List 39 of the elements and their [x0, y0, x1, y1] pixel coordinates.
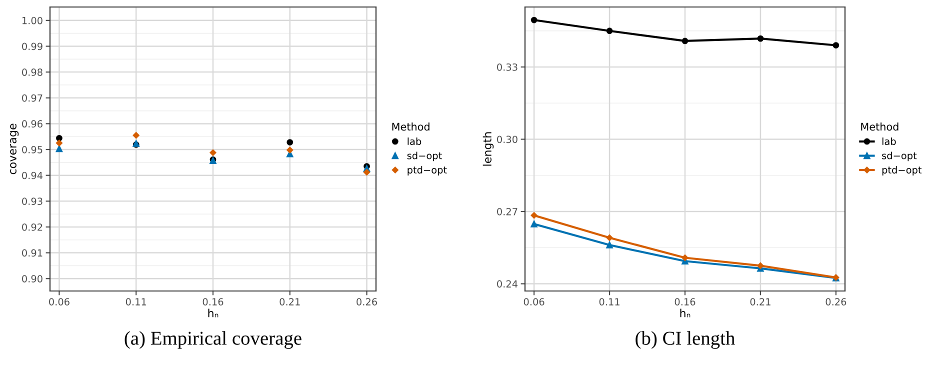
y-tick-label: 0.90: [22, 275, 42, 282]
y-tick-label: 0.95: [22, 146, 42, 154]
text: (b) CI length: [636, 331, 735, 349]
legend-label: lab: [408, 137, 422, 146]
y-tick-label: 0.91: [22, 249, 42, 257]
y-tick-label: 0.92: [22, 223, 42, 231]
x-axis-title: hₙ: [208, 308, 218, 318]
y-axis-title: length: [482, 132, 494, 166]
x-tick-label: 0.21: [280, 298, 300, 306]
legend-label: lab: [882, 137, 896, 146]
y-tick-label: 0.27: [497, 208, 518, 216]
x-tick-label: 0.16: [674, 298, 696, 306]
legend-title: Method: [392, 122, 430, 131]
y-tick-label: 0.24: [497, 280, 518, 288]
y-tick-label: 0.98: [22, 68, 42, 76]
y-tick-label: 0.94: [22, 172, 43, 180]
legend-title: Method: [861, 122, 898, 131]
y-tick-label: 0.93: [22, 198, 42, 205]
y-tick-label: 1.00: [22, 16, 42, 24]
x-tick-label: 0.11: [599, 298, 620, 306]
x-tick-label: 0.26: [826, 298, 846, 306]
x-tick-label: 0.11: [126, 298, 146, 306]
x-axis-title: hₙ: [680, 308, 690, 318]
y-tick-label: 0.97: [22, 94, 42, 102]
y-tick-label: 0.96: [22, 120, 42, 128]
x-tick-label: 0.21: [750, 298, 770, 306]
y-tick-label: 0.30: [497, 136, 518, 144]
legend-label: ptd−opt: [882, 166, 922, 176]
text: (a) Empirical coverage: [124, 331, 302, 349]
x-tick-label: 0.26: [356, 298, 377, 306]
legend-label: ptd−opt: [408, 166, 447, 176]
x-tick-label: 0.06: [49, 298, 70, 306]
y-tick-label: 0.99: [22, 42, 42, 50]
x-tick-label: 0.06: [524, 298, 544, 306]
y-axis-title: coverage: [10, 124, 19, 174]
legend-label: sd−opt: [882, 152, 917, 162]
x-tick-label: 0.16: [202, 298, 224, 306]
legend-label: sd−opt: [407, 152, 442, 162]
y-tick-label: 0.33: [497, 63, 518, 71]
